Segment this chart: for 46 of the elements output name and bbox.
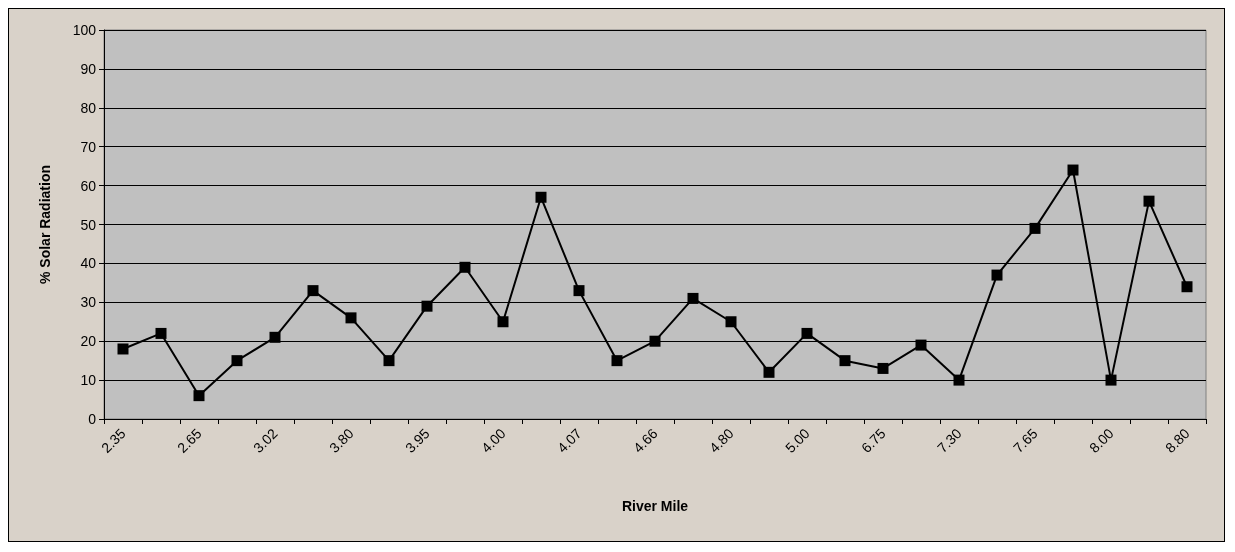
point xyxy=(991,269,1003,281)
point xyxy=(915,339,927,351)
point xyxy=(269,331,281,343)
point xyxy=(1181,281,1193,293)
x-tick-label: 4.00 xyxy=(478,425,509,456)
y-tick-label: 40 xyxy=(80,255,97,272)
point xyxy=(459,261,471,273)
point xyxy=(725,316,737,328)
point xyxy=(535,191,547,203)
point xyxy=(383,355,395,367)
point xyxy=(1143,195,1155,207)
point xyxy=(1067,164,1079,176)
point xyxy=(307,285,319,297)
point xyxy=(231,355,243,367)
point xyxy=(345,312,357,324)
point xyxy=(801,327,813,339)
point xyxy=(573,285,585,297)
y-tick-label: 50 xyxy=(80,216,97,233)
x-tick-label: 7.30 xyxy=(934,425,965,456)
point xyxy=(497,316,509,328)
y-tick-label: 20 xyxy=(80,333,97,350)
x-axis-title: River Mile xyxy=(621,498,689,514)
y-tick-label: 80 xyxy=(80,99,97,116)
point xyxy=(953,374,965,386)
y-tick-label: 70 xyxy=(80,138,97,155)
y-tick-label: 90 xyxy=(80,60,97,77)
y-tick-label: 60 xyxy=(80,177,97,194)
x-tick-label: 4.66 xyxy=(630,425,661,456)
point xyxy=(1029,222,1041,234)
point xyxy=(117,343,129,355)
y-tick-label: 30 xyxy=(80,294,97,311)
y-axis-title: % Solar Radiation xyxy=(37,164,53,285)
point xyxy=(421,300,433,312)
point xyxy=(1105,374,1117,386)
point xyxy=(687,292,699,304)
point xyxy=(155,327,167,339)
y-tick-label: 10 xyxy=(80,372,97,389)
point xyxy=(763,366,775,378)
point xyxy=(193,390,205,402)
point xyxy=(877,362,889,374)
x-tick-label: 4.80 xyxy=(706,425,737,456)
point xyxy=(611,355,623,367)
y-tick-label: 0 xyxy=(88,411,97,427)
point xyxy=(649,335,661,347)
y-tick-label: 100 xyxy=(72,22,97,38)
point xyxy=(839,355,851,367)
